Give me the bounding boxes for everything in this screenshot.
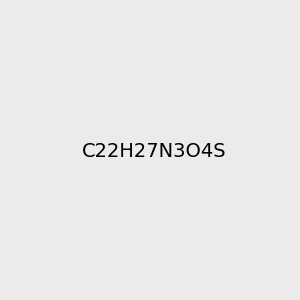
Text: C22H27N3O4S: C22H27N3O4S [81,142,226,161]
